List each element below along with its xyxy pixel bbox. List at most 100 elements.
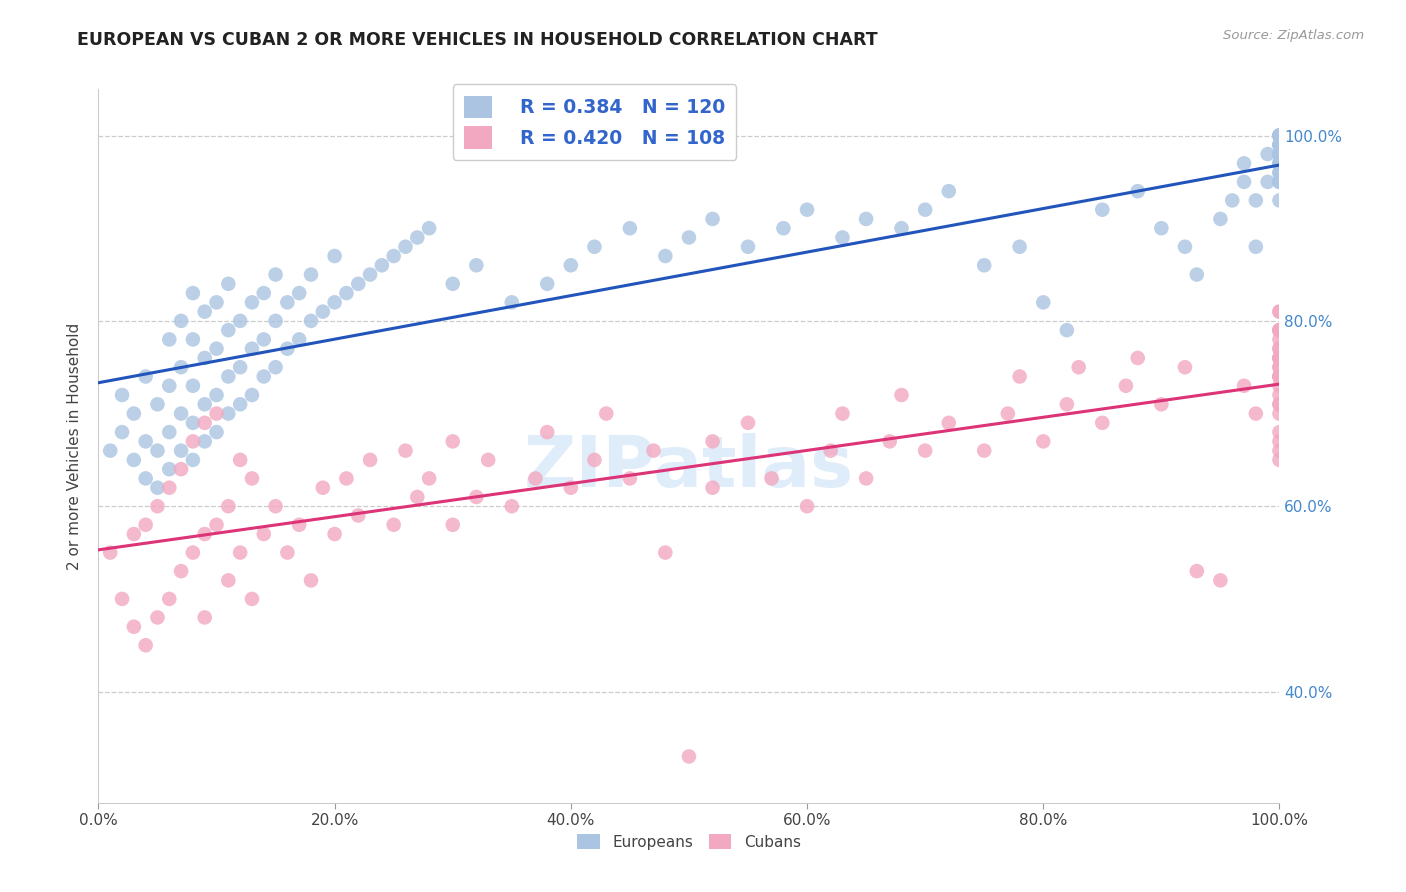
- Point: [312, 481, 335, 495]
- Point: [157, 462, 180, 476]
- Point: [1220, 194, 1243, 208]
- Point: [820, 443, 842, 458]
- Point: [1174, 360, 1197, 375]
- Point: [170, 462, 193, 476]
- Point: [890, 388, 912, 402]
- Point: [914, 202, 936, 217]
- Point: [135, 369, 157, 384]
- Point: [1268, 351, 1291, 365]
- Point: [418, 471, 440, 485]
- Point: [1268, 397, 1291, 411]
- Point: [406, 490, 429, 504]
- Point: [441, 517, 464, 532]
- Point: [595, 407, 617, 421]
- Point: [122, 453, 145, 467]
- Point: [914, 443, 936, 458]
- Point: [1244, 407, 1267, 421]
- Point: [205, 517, 228, 532]
- Point: [181, 434, 204, 449]
- Point: [1268, 156, 1291, 170]
- Point: [170, 360, 193, 375]
- Text: ZIPatlas: ZIPatlas: [524, 433, 853, 502]
- Point: [761, 471, 783, 485]
- Point: [973, 443, 995, 458]
- Point: [1268, 369, 1291, 384]
- Point: [1056, 397, 1078, 411]
- Text: Source: ZipAtlas.com: Source: ZipAtlas.com: [1223, 29, 1364, 42]
- Point: [240, 471, 263, 485]
- Point: [560, 258, 582, 272]
- Point: [1233, 378, 1256, 392]
- Point: [217, 369, 239, 384]
- Point: [111, 425, 134, 439]
- Point: [135, 638, 157, 652]
- Point: [997, 407, 1019, 421]
- Point: [831, 407, 853, 421]
- Point: [323, 295, 346, 310]
- Point: [1268, 388, 1291, 402]
- Point: [181, 416, 204, 430]
- Point: [1268, 342, 1291, 356]
- Point: [1268, 360, 1291, 375]
- Point: [619, 471, 641, 485]
- Point: [347, 508, 370, 523]
- Text: EUROPEAN VS CUBAN 2 OR MORE VEHICLES IN HOUSEHOLD CORRELATION CHART: EUROPEAN VS CUBAN 2 OR MORE VEHICLES IN …: [77, 31, 877, 49]
- Point: [122, 407, 145, 421]
- Point: [111, 388, 134, 402]
- Point: [217, 277, 239, 291]
- Point: [1268, 128, 1291, 143]
- Point: [288, 333, 311, 347]
- Point: [157, 378, 180, 392]
- Point: [1268, 378, 1291, 392]
- Point: [229, 360, 252, 375]
- Point: [253, 527, 276, 541]
- Point: [347, 277, 370, 291]
- Point: [288, 286, 311, 301]
- Point: [1126, 351, 1149, 365]
- Point: [1268, 137, 1291, 152]
- Point: [654, 545, 676, 559]
- Point: [205, 407, 228, 421]
- Point: [217, 323, 239, 337]
- Point: [122, 527, 145, 541]
- Point: [1268, 175, 1291, 189]
- Point: [678, 749, 700, 764]
- Point: [583, 453, 606, 467]
- Point: [1032, 434, 1054, 449]
- Point: [253, 333, 276, 347]
- Point: [98, 545, 121, 559]
- Point: [1268, 360, 1291, 375]
- Point: [288, 517, 311, 532]
- Point: [938, 184, 960, 198]
- Point: [146, 610, 169, 624]
- Point: [1150, 397, 1173, 411]
- Point: [418, 221, 440, 235]
- Point: [1268, 156, 1291, 170]
- Point: [264, 360, 287, 375]
- Point: [1268, 323, 1291, 337]
- Point: [240, 388, 263, 402]
- Point: [194, 351, 217, 365]
- Point: [229, 545, 252, 559]
- Point: [157, 425, 180, 439]
- Point: [194, 610, 217, 624]
- Point: [1268, 369, 1291, 384]
- Point: [170, 443, 193, 458]
- Point: [1268, 453, 1291, 467]
- Point: [170, 314, 193, 328]
- Point: [1244, 194, 1267, 208]
- Point: [1268, 137, 1291, 152]
- Point: [406, 230, 429, 244]
- Point: [1268, 147, 1291, 161]
- Point: [122, 620, 145, 634]
- Point: [1268, 369, 1291, 384]
- Point: [323, 249, 346, 263]
- Point: [1268, 369, 1291, 384]
- Point: [194, 434, 217, 449]
- Point: [264, 268, 287, 282]
- Point: [111, 591, 134, 606]
- Point: [1008, 240, 1031, 254]
- Point: [217, 574, 239, 588]
- Point: [1209, 211, 1232, 226]
- Point: [205, 295, 228, 310]
